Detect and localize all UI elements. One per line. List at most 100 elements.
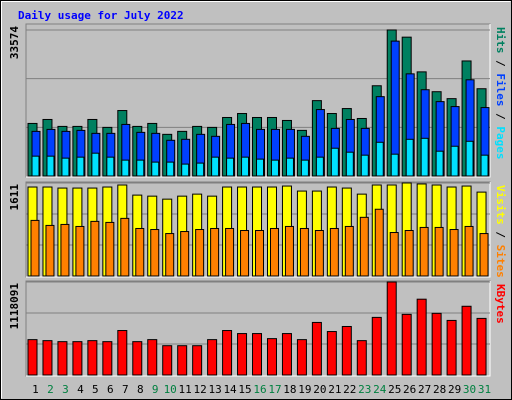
bar bbox=[449, 229, 459, 277]
bar bbox=[87, 340, 98, 376]
bar bbox=[390, 153, 399, 177]
bar bbox=[117, 330, 128, 376]
bar bbox=[405, 138, 414, 177]
panel-highlight bbox=[26, 24, 491, 178]
bar bbox=[434, 226, 444, 277]
x-tick-label: 12 bbox=[194, 383, 207, 396]
bar bbox=[256, 158, 265, 177]
x-tick-label: 27 bbox=[418, 383, 431, 396]
max-label: 33574 bbox=[8, 26, 21, 59]
bar bbox=[210, 227, 220, 277]
x-tick-label: 17 bbox=[268, 383, 281, 396]
bar bbox=[270, 159, 279, 177]
bar bbox=[61, 157, 70, 177]
bar bbox=[105, 221, 115, 277]
bar bbox=[106, 156, 115, 177]
bar bbox=[90, 220, 100, 277]
legend-separator: / bbox=[494, 107, 507, 127]
bar bbox=[192, 345, 203, 376]
x-tick-label: 8 bbox=[137, 383, 144, 396]
x-tick-label: 6 bbox=[107, 383, 114, 396]
x-tick-label: 31 bbox=[478, 383, 491, 396]
bar bbox=[345, 151, 354, 177]
legend: Visits / Sites bbox=[494, 185, 507, 278]
bar bbox=[120, 217, 130, 277]
bar bbox=[371, 316, 382, 376]
x-tick-label: 21 bbox=[328, 383, 341, 396]
bar bbox=[135, 227, 145, 277]
chart-title: Daily usage for July 2022 bbox=[18, 9, 184, 22]
x-tick-label: 7 bbox=[122, 383, 129, 396]
bar bbox=[461, 305, 472, 376]
bar bbox=[102, 341, 113, 376]
bar bbox=[45, 224, 55, 277]
bar bbox=[46, 155, 55, 177]
bar bbox=[165, 233, 175, 277]
bar bbox=[60, 223, 70, 277]
bar bbox=[181, 163, 190, 177]
bar bbox=[281, 333, 292, 376]
bar bbox=[255, 230, 265, 277]
bar bbox=[121, 159, 130, 177]
bar bbox=[464, 225, 474, 277]
x-tick-label: 20 bbox=[313, 383, 326, 396]
bar bbox=[359, 216, 369, 277]
legend-entry: KBytes bbox=[494, 284, 507, 324]
legend-entry: Visits bbox=[494, 185, 507, 225]
bar bbox=[435, 150, 444, 177]
bar bbox=[296, 339, 307, 376]
legend: Hits / Files / Pages bbox=[494, 27, 507, 160]
x-tick-label: 15 bbox=[238, 383, 251, 396]
bar bbox=[311, 321, 322, 376]
bar bbox=[132, 341, 143, 376]
bar bbox=[404, 230, 414, 277]
x-tick-label: 23 bbox=[358, 383, 371, 396]
x-tick-label: 11 bbox=[179, 383, 192, 396]
bar bbox=[27, 339, 38, 376]
bar bbox=[401, 313, 412, 376]
x-tick-label: 22 bbox=[343, 383, 356, 396]
bar bbox=[420, 137, 429, 177]
x-tick-label: 29 bbox=[448, 383, 461, 396]
legend-entry: Files bbox=[494, 73, 507, 106]
x-tick-label: 9 bbox=[152, 383, 159, 396]
x-tick-label: 14 bbox=[223, 383, 237, 396]
bar bbox=[147, 339, 158, 376]
bar bbox=[300, 159, 309, 177]
bar bbox=[330, 147, 339, 177]
x-tick-label: 3 bbox=[62, 383, 69, 396]
bar bbox=[285, 157, 294, 177]
legend-separator: / bbox=[494, 54, 507, 74]
bar bbox=[386, 281, 397, 376]
bar bbox=[91, 152, 100, 177]
bar bbox=[315, 156, 324, 177]
bar bbox=[166, 161, 175, 177]
bar bbox=[431, 312, 442, 376]
bar bbox=[76, 156, 85, 177]
bar bbox=[419, 226, 429, 277]
bar bbox=[476, 317, 487, 376]
legend-separator: / bbox=[494, 225, 507, 245]
bar bbox=[180, 231, 190, 277]
bar bbox=[252, 333, 263, 376]
x-tick-label: 24 bbox=[373, 383, 387, 396]
bar bbox=[284, 225, 294, 277]
bar bbox=[151, 161, 160, 177]
bar bbox=[314, 230, 324, 277]
bar bbox=[389, 232, 399, 277]
bar bbox=[375, 141, 384, 177]
bar bbox=[72, 341, 83, 376]
bar bbox=[136, 159, 145, 177]
bar bbox=[341, 325, 352, 376]
bar bbox=[42, 340, 53, 376]
bar bbox=[450, 145, 459, 177]
bar bbox=[360, 154, 369, 177]
bar bbox=[266, 338, 277, 376]
bar bbox=[222, 330, 233, 376]
bar bbox=[162, 345, 173, 376]
bar bbox=[31, 155, 40, 177]
x-tick-label: 16 bbox=[253, 383, 266, 396]
x-tick-label: 1 bbox=[32, 383, 39, 396]
